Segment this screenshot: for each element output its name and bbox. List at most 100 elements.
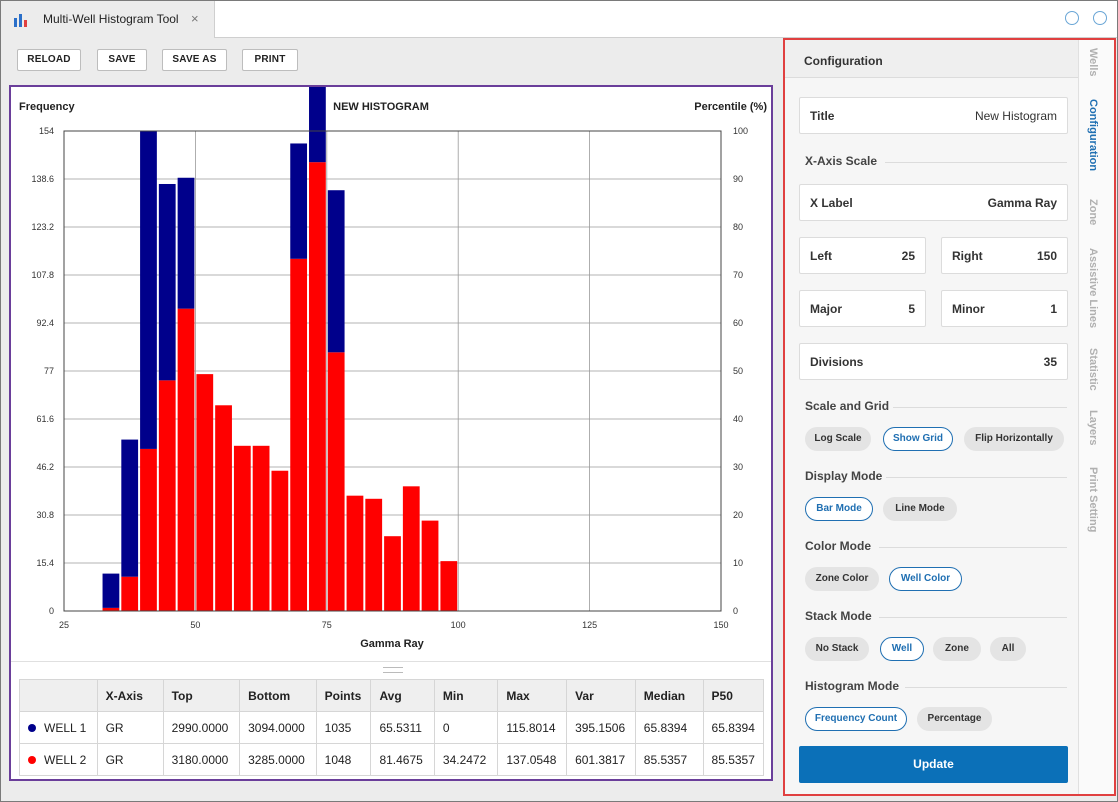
bar-mode-button[interactable]: Bar Mode xyxy=(805,497,873,521)
tab-wells[interactable]: Wells xyxy=(1087,48,1099,77)
divider xyxy=(893,407,1067,408)
histogram-bar-well-1 xyxy=(158,183,176,381)
configuration-title: Configuration xyxy=(804,54,883,68)
histogram-bar-well-2 xyxy=(346,495,364,611)
table-cell: 1048 xyxy=(315,743,372,776)
tab-layers[interactable]: Layers xyxy=(1087,410,1099,446)
tab-print-setting[interactable]: Print Setting xyxy=(1087,467,1099,533)
stack-well-button[interactable]: Well xyxy=(880,637,924,661)
y2-tick-label: 70 xyxy=(733,270,743,280)
histogram-app-icon xyxy=(14,14,27,27)
y2-tick-label: 90 xyxy=(733,174,743,184)
histogram-bar-well-2 xyxy=(271,470,289,611)
y2-tick-label: 0 xyxy=(733,606,738,616)
y-tick-label: 138.6 xyxy=(31,174,54,184)
table-cell: 81.4675 xyxy=(370,743,435,776)
stack-zone-button[interactable]: Zone xyxy=(933,637,981,661)
title-label: Title xyxy=(810,109,835,123)
histogram-mode-heading: Histogram Mode xyxy=(805,679,900,693)
tab-assistive-lines[interactable]: Assistive Lines xyxy=(1087,248,1099,329)
major-value: 5 xyxy=(908,302,915,316)
minor-field[interactable]: Minor 1 xyxy=(941,290,1068,327)
show-grid-toggle[interactable]: Show Grid xyxy=(883,427,953,451)
side-tab-strip: Wells Configuration Zone Assistive Lines… xyxy=(1078,40,1114,794)
col-header-top: Top xyxy=(162,679,241,712)
table-header-row: X-Axis Top Bottom Points Avg Min Max Var… xyxy=(19,679,765,712)
x-tick-label: 150 xyxy=(713,620,728,630)
major-field[interactable]: Major 5 xyxy=(799,290,926,327)
reload-button[interactable]: RELOAD xyxy=(17,49,81,71)
x-label-field[interactable]: X Label Gamma Ray xyxy=(799,184,1068,221)
percentage-button[interactable]: Percentage xyxy=(917,707,992,731)
title-field[interactable]: Title New Histogram xyxy=(799,97,1068,134)
table-cell: 395.1506 xyxy=(566,711,636,744)
log-scale-toggle[interactable]: Log Scale xyxy=(805,427,871,451)
divisions-value: 35 xyxy=(1043,355,1057,369)
y-tick-label: 107.8 xyxy=(31,270,54,280)
x-tick-label: 125 xyxy=(582,620,597,630)
histogram-bar-well-2 xyxy=(102,607,120,611)
histogram-bar-well-2 xyxy=(290,258,308,611)
table-cell: 65.8394 xyxy=(634,711,704,744)
col-header-well xyxy=(19,679,98,712)
col-header-max: Max xyxy=(497,679,568,712)
tab-configuration[interactable]: Configuration xyxy=(1087,99,1099,172)
histogram-bar-well-2 xyxy=(327,352,345,611)
col-header-var: Var xyxy=(566,679,636,712)
y2-tick-label: 50 xyxy=(733,366,743,376)
flip-horizontally-toggle[interactable]: Flip Horizontally xyxy=(964,427,1064,451)
histogram-bar-well-1 xyxy=(290,143,308,259)
major-label: Major xyxy=(810,302,843,316)
x-label-label: X Label xyxy=(810,196,853,210)
tab-statistic[interactable]: Statistic xyxy=(1087,348,1099,391)
divider xyxy=(905,687,1067,688)
table-row[interactable]: WELL 1 GR 2990.0000 3094.0000 1035 65.53… xyxy=(19,711,765,744)
close-tab-icon[interactable]: × xyxy=(191,11,199,26)
document-tab[interactable]: Multi-Well Histogram Tool × xyxy=(1,1,215,38)
frequency-count-button[interactable]: Frequency Count xyxy=(805,707,907,731)
divisions-field[interactable]: Divisions 35 xyxy=(799,343,1068,380)
refresh-icon[interactable] xyxy=(1065,11,1079,25)
no-stack-button[interactable]: No Stack xyxy=(805,637,869,661)
y2-axis-title: Percentile (%) xyxy=(694,101,767,113)
display-mode-heading: Display Mode xyxy=(805,469,883,483)
table-row[interactable]: WELL 2 GR 3180.0000 3285.0000 1048 81.46… xyxy=(19,743,765,776)
col-header-x-axis: X-Axis xyxy=(96,679,164,712)
title-value: New Histogram xyxy=(974,109,1057,123)
stack-mode-heading: Stack Mode xyxy=(805,609,872,623)
table-cell: 115.8014 xyxy=(497,711,568,744)
x-tick-label: 100 xyxy=(451,620,466,630)
left-field[interactable]: Left 25 xyxy=(799,237,926,274)
well-color-button[interactable]: Well Color xyxy=(889,567,962,591)
resize-handle[interactable] xyxy=(383,667,403,673)
update-button[interactable]: Update xyxy=(799,746,1068,783)
col-header-points: Points xyxy=(315,679,372,712)
histogram-bar-well-2 xyxy=(440,561,458,611)
close-window-icon[interactable] xyxy=(1093,11,1107,25)
statistics-table: X-Axis Top Bottom Points Avg Min Max Var… xyxy=(19,679,765,776)
print-button[interactable]: PRINT xyxy=(242,49,298,71)
zone-color-button[interactable]: Zone Color xyxy=(805,567,879,591)
y2-tick-label: 100 xyxy=(733,126,748,136)
stack-all-button[interactable]: All xyxy=(990,637,1026,661)
y2-tick-label: 60 xyxy=(733,318,743,328)
histogram-bar-well-2 xyxy=(215,405,232,611)
tab-zone[interactable]: Zone xyxy=(1087,199,1099,226)
tab-title: Multi-Well Histogram Tool xyxy=(43,12,179,26)
y-tick-label: 0 xyxy=(49,606,54,616)
save-as-button[interactable]: SAVE AS xyxy=(162,49,227,71)
scale-grid-heading: Scale and Grid xyxy=(805,399,890,413)
right-value: 150 xyxy=(1036,249,1057,263)
line-mode-button[interactable]: Line Mode xyxy=(883,497,957,521)
divider xyxy=(879,547,1067,548)
save-button[interactable]: SAVE xyxy=(97,49,147,71)
chart-title: NEW HISTOGRAM xyxy=(333,101,429,113)
x-axis-title: Gamma Ray xyxy=(360,638,424,650)
histogram-chart[interactable]: Frequency NEW HISTOGRAM Percentile (%) 0… xyxy=(11,87,771,667)
y-tick-label: 46.2 xyxy=(36,462,54,472)
table-cell: 3285.0000 xyxy=(239,743,317,776)
x-tick-label: 25 xyxy=(59,620,69,630)
right-field[interactable]: Right 150 xyxy=(941,237,1068,274)
divisions-label: Divisions xyxy=(810,355,864,369)
table-cell: 34.2472 xyxy=(433,743,499,776)
